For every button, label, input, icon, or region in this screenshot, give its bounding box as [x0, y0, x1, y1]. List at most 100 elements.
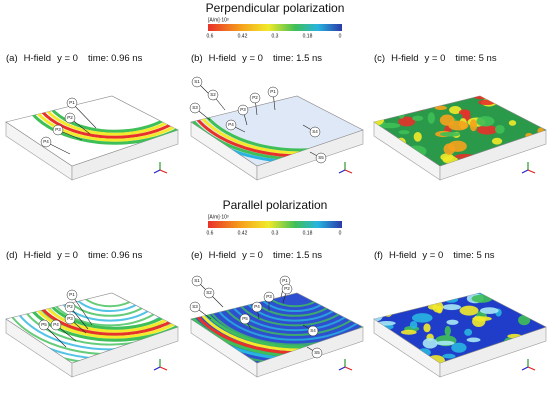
blob	[471, 294, 493, 303]
heading-position: y = 0	[242, 250, 263, 261]
panel-heading: (c) H-field y = 0 time: 5 ns	[374, 53, 497, 64]
axis-triad	[338, 162, 353, 174]
callout-label: P2	[252, 95, 258, 100]
callout-label: P5	[242, 316, 248, 321]
callout-circle	[267, 86, 279, 98]
blob	[451, 342, 467, 353]
blob	[427, 112, 435, 124]
blob	[513, 359, 526, 363]
blob	[466, 337, 481, 343]
callout-circle	[191, 76, 203, 88]
blob	[400, 329, 417, 335]
panel-heading: (a) H-field y = 0 time: 0.96 ns	[6, 53, 143, 64]
blob	[423, 323, 431, 333]
wave	[26, 293, 178, 339]
blob	[462, 88, 473, 95]
blob	[385, 105, 400, 111]
callout-circle	[311, 347, 323, 359]
blob	[448, 140, 467, 152]
blob	[392, 165, 406, 166]
panel: (e) H-field y = 0 time: 1.5 ns S1 S2 S3 P1 P2 P3 P…	[189, 250, 364, 378]
heading-position: y = 0	[242, 53, 263, 64]
blob	[413, 131, 422, 142]
callout-circle	[239, 313, 251, 325]
heading-time: time: 5 ns	[453, 250, 494, 261]
callout-circle	[263, 291, 275, 303]
callout-label: P4	[43, 139, 49, 144]
heading-time: time: 0.96 ns	[88, 250, 143, 261]
callout-label: S1	[194, 278, 200, 283]
wave	[247, 293, 343, 317]
blob	[491, 285, 499, 292]
axis-triad	[521, 359, 536, 371]
colorbar-tick: 0.6	[207, 33, 214, 39]
heading-position: y = 0	[425, 53, 446, 64]
blob	[374, 303, 386, 312]
blob	[464, 328, 473, 336]
wave	[194, 96, 363, 152]
blob	[384, 309, 393, 317]
axis-triad	[338, 359, 353, 371]
wave	[231, 293, 359, 327]
callout-circle	[307, 325, 319, 337]
blob	[374, 347, 387, 353]
colorbar-tick: 0.18	[303, 230, 313, 236]
axis-x	[159, 366, 168, 371]
blob	[412, 313, 433, 323]
colorbar-tick: 0.3	[272, 230, 279, 236]
blob	[528, 306, 546, 316]
callout-circle	[249, 92, 261, 104]
sim-box: S1 S2 S3 P1 P2 P3 P4 P5 S4 S5	[189, 275, 364, 378]
blob	[388, 293, 408, 294]
sim-box	[373, 285, 547, 378]
heading-field: H-field	[24, 53, 51, 64]
colorbar-tick: 0.42	[238, 230, 248, 236]
heading-time: time: 5 ns	[455, 53, 496, 64]
blob	[439, 131, 461, 137]
axis-y	[338, 169, 346, 174]
blob	[476, 116, 495, 127]
callout-circle	[281, 283, 293, 295]
callout-circle	[191, 275, 203, 287]
blob	[427, 304, 438, 310]
callout-circle	[251, 301, 263, 313]
axis-triad	[521, 162, 536, 174]
callout-label: S3	[192, 105, 198, 110]
panel: (f) H-field y = 0 time: 5 ns	[373, 250, 547, 378]
callout-label: S2	[210, 92, 216, 97]
blob	[505, 98, 515, 103]
callout-circle	[203, 287, 215, 299]
wave	[77, 293, 143, 308]
wave	[7, 293, 178, 351]
blob	[378, 158, 386, 163]
callout-circle	[207, 89, 219, 101]
panel-heading: (d) H-field y = 0 time: 0.96 ns	[6, 250, 143, 261]
axis-y	[521, 169, 529, 174]
blob	[420, 293, 438, 299]
wave	[194, 293, 363, 349]
section-title: Perpendicular polarization	[206, 1, 345, 15]
callout-circle	[237, 104, 249, 116]
wave	[262, 293, 328, 308]
blob	[491, 137, 503, 145]
blob	[374, 97, 382, 108]
callout-circle	[189, 301, 201, 313]
blob	[374, 303, 375, 310]
wave	[21, 293, 178, 342]
blob	[412, 115, 424, 121]
heading-label: (b)	[191, 53, 203, 64]
axis-triad	[153, 162, 168, 174]
callout-circle	[38, 319, 50, 331]
callout-circle	[315, 152, 327, 164]
callout-circle	[66, 289, 78, 301]
axis-y	[338, 366, 346, 371]
callout-label: S1	[194, 79, 200, 84]
panel: (b) H-field y = 0 time: 1.5 ns S1 S2 S3 P1 P2 P3 P…	[189, 53, 364, 181]
colorbar-unit: [A/m]·10³	[208, 17, 229, 23]
panel: (c) H-field y = 0 time: 5 ns	[373, 53, 547, 181]
callout-label: P1	[282, 278, 288, 283]
callout-label: P4	[53, 322, 59, 327]
blob	[469, 119, 478, 132]
colorbar	[208, 24, 342, 31]
